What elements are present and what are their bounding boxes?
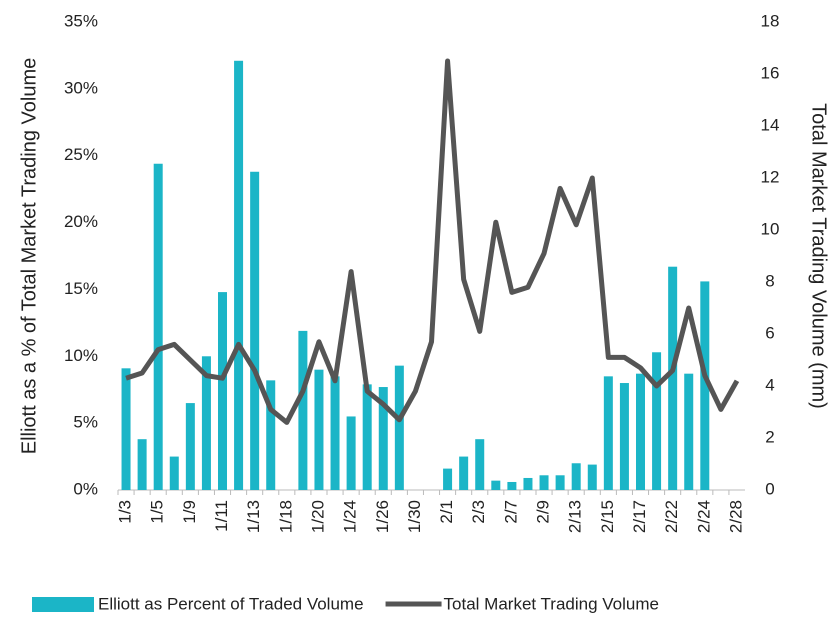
bar [298,330,308,490]
y2-tick-label: 10 [761,219,780,238]
legend-label: Total Market Trading Volume [444,594,659,613]
x-tick-label: 1/5 [148,500,167,524]
x-tick-label: 1/9 [180,500,199,524]
x-tick-label: 1/13 [244,500,263,533]
x-tick-label: 2/22 [662,500,681,533]
bar [700,281,710,490]
y-tick-label: 0% [73,479,98,498]
bar [346,416,356,490]
x-tick-label: 1/11 [212,500,231,532]
bar [153,163,163,491]
y2-tick-label: 18 [761,11,780,30]
x-tick-label: 2/1 [437,500,456,524]
y-tick-label: 35% [64,11,98,30]
x-tick-label: 1/24 [341,500,360,533]
x-tick-label: 2/17 [630,500,649,533]
y2-tick-label: 4 [765,375,774,394]
bar [250,171,260,490]
y-axis-title: Elliott as a % of Total Market Trading V… [18,58,40,455]
x-tick-label: 2/7 [501,500,520,524]
bar [523,477,533,490]
bar [507,481,517,490]
bar [234,60,244,491]
bar [330,376,340,490]
bar [443,468,453,490]
line [125,58,740,425]
y-tick-label: 25% [64,145,98,164]
y2-axis-title: Total Market Trading Volume (mm) [808,103,830,409]
bar [491,480,501,490]
bar [539,475,549,490]
bar [668,266,678,490]
x-tick-label: 1/30 [405,500,424,533]
bar [217,292,228,490]
y-tick-label: 15% [64,279,98,298]
x-tick-label: 1/20 [308,500,327,533]
bar [394,365,404,490]
bar [635,373,646,490]
bar [475,439,485,490]
y-tick-label: 30% [64,78,98,97]
bar [314,369,324,490]
legend-label: Elliott as Percent of Traded Volume [98,594,364,613]
bar [619,383,629,490]
x-tick-label: 2/3 [469,500,488,524]
x-tick-label: 2/28 [726,500,745,533]
bar [137,439,147,490]
bar [185,403,195,490]
y2-tick-label: 2 [765,427,774,446]
x-tick-label: 2/24 [694,500,713,533]
x-tick-label: 1/18 [276,500,295,533]
y2-tick-label: 14 [761,115,780,134]
bar [169,456,179,490]
bar [684,373,694,490]
y2-tick-label: 0 [765,479,774,498]
bar [603,376,613,490]
bar [121,368,131,490]
bar [201,356,211,490]
y2-tick-label: 8 [765,271,774,290]
legend-swatch [32,597,94,612]
y-tick-label: 20% [64,212,98,231]
y-tick-label: 10% [64,346,98,365]
x-tick-label: 2/15 [598,500,617,533]
y2-tick-label: 16 [761,63,780,82]
y2-tick-label: 6 [765,323,774,342]
bar [459,456,469,490]
bar [362,384,372,490]
x-tick-label: 1/3 [116,500,135,524]
bar [378,387,388,490]
bar [266,380,276,490]
bar [587,464,597,490]
y2-tick-label: 12 [761,167,780,186]
x-tick-label: 2/9 [534,500,553,524]
bar [555,475,565,490]
x-tick-label: 1/26 [373,500,392,533]
bar [571,463,581,490]
bar [652,352,662,490]
x-tick-label: 2/13 [566,500,585,533]
y-tick-label: 5% [73,413,98,432]
